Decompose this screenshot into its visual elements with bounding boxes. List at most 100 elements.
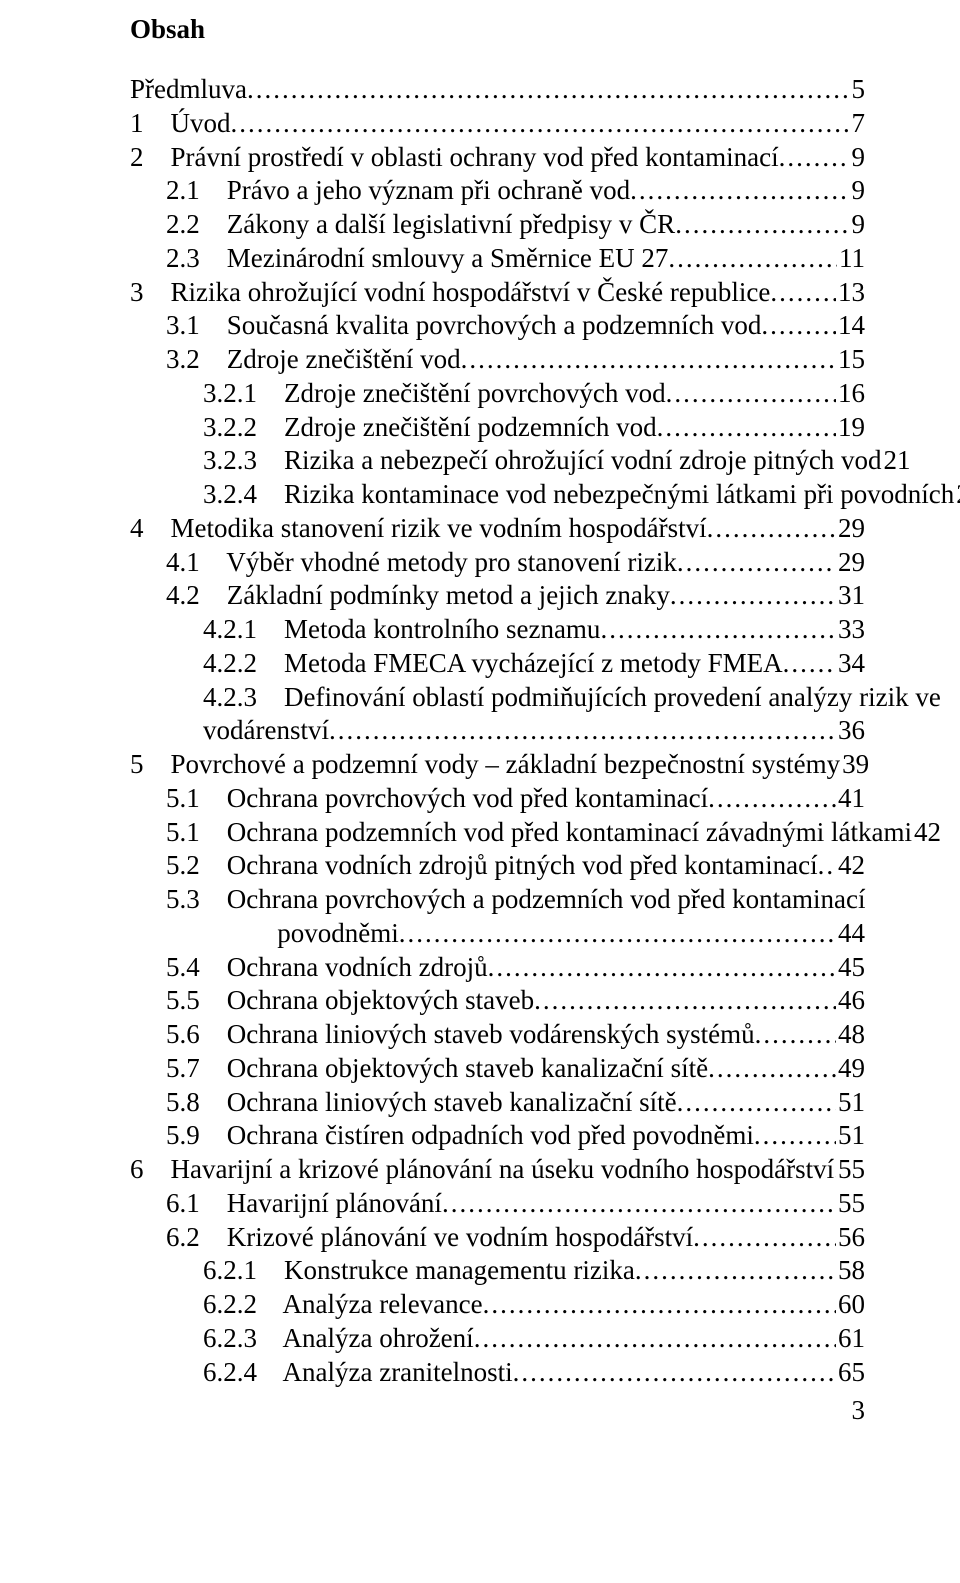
toc-entry: 3.2.1 Zdroje znečištění povrchových vod1… <box>130 377 865 411</box>
toc-leader-dots <box>247 73 850 107</box>
toc-entry-label: 2.2 Zákony a další legislativní předpisy… <box>166 208 675 242</box>
toc-entry-label: povodněmi <box>203 917 399 951</box>
toc-entry: 2 Právní prostředí v oblasti ochrany vod… <box>130 141 865 175</box>
toc-entry-label: 4.2.1 Metoda kontrolního seznamu <box>203 613 600 647</box>
toc-entry: 4.2.2 Metoda FMECA vycházející z metody … <box>130 647 865 681</box>
toc-entry-page: 48 <box>836 1018 865 1052</box>
toc-entry-page: 55 <box>836 1153 865 1187</box>
document-page: Obsah Předmluva51 Úvod 7 2 Právní prostřed… <box>0 0 960 1466</box>
toc-entry-label: 6.2.2 Analýza relevance <box>203 1288 483 1322</box>
toc-leader-dots <box>474 1322 836 1356</box>
toc-entry-label: 2.3 Mezinárodní smlouvy a Směrnice EU 27 <box>166 242 668 276</box>
toc-leader-dots <box>534 984 836 1018</box>
toc-entry-page: 36 <box>836 714 865 748</box>
toc-entry: 3 Rizika ohrožující vodní hospodářství v… <box>130 276 865 310</box>
toc-heading: Obsah <box>130 14 865 45</box>
toc-leader-dots <box>329 714 836 748</box>
toc-entry: 3.2.2 Zdroje znečištění podzemních vod19 <box>130 411 865 445</box>
toc-entry-page: 14 <box>836 309 865 343</box>
toc-entry-label: 3.2 Zdroje znečištění vod <box>166 343 461 377</box>
toc-leader-dots <box>513 1356 836 1390</box>
toc-entry-label: 5.7 Ochrana objektových staveb kanalizač… <box>166 1052 708 1086</box>
toc-leader-dots <box>770 276 836 310</box>
toc-entry: 5.8 Ochrana liniových staveb kanalizační… <box>130 1086 865 1120</box>
toc-entry: 6.2.2 Analýza relevance 60 <box>130 1288 865 1322</box>
toc-entry-page: 41 <box>836 782 865 816</box>
toc-entry-label: 6.2 Krizové plánování ve vodním hospodář… <box>166 1221 693 1255</box>
toc-entry: Předmluva5 <box>130 73 865 107</box>
toc-entry-label: 2.1 Právo a jeho význam při ochraně vod <box>166 174 630 208</box>
toc-entry: 5.7 Ochrana objektových staveb kanalizač… <box>130 1052 865 1086</box>
toc-entry-label: 6.1 Havarijní plánování <box>166 1187 442 1221</box>
toc-entry-label: 3.2.4 Rizika kontaminace vod nebezpečným… <box>203 478 954 512</box>
toc-entry-label: 3 Rizika ohrožující vodní hospodářství v… <box>130 276 770 310</box>
toc-entry-label: 4 Metodika stanovení rizik ve vodním hos… <box>130 512 707 546</box>
toc-entry-label: 4.2.3 Definování oblastí podmiňujících p… <box>203 681 941 715</box>
toc-entry-label: 2 Právní prostředí v oblasti ochrany vod… <box>130 141 779 175</box>
toc-entry-page: 29 <box>836 546 865 580</box>
toc-entry-label: vodárenství <box>203 714 329 748</box>
toc-entry: 4.1 Výběr vhodné metody pro stanovení ri… <box>130 546 865 580</box>
toc-entry-page: 55 <box>836 1187 865 1221</box>
toc-entry: 3.2.3 Rizika a nebezpečí ohrožující vodn… <box>130 444 865 478</box>
toc-entry: 3.1 Současná kvalita povrchových a podze… <box>130 309 865 343</box>
toc-leader-dots <box>488 951 836 985</box>
toc-entry-label: 3.2.2 Zdroje znečištění podzemních vod <box>203 411 657 445</box>
toc-entry-page: 31 <box>836 579 865 613</box>
toc-leader-dots <box>693 1221 836 1255</box>
toc-leader-dots <box>708 782 836 816</box>
toc-entry: 5 Povrchové a podzemní vody – základní b… <box>130 748 865 782</box>
toc-entry-page: 51 <box>836 1119 865 1153</box>
toc-entry-label: 5.5 Ochrana objektových staveb <box>166 984 534 1018</box>
toc-entry-label: 5 Povrchové a podzemní vody – základní b… <box>130 748 840 782</box>
toc-entry: 6.2 Krizové plánování ve vodním hospodář… <box>130 1221 865 1255</box>
toc-leader-dots <box>657 411 836 445</box>
toc-entry-page: 49 <box>836 1052 865 1086</box>
toc-entry: 4.2.1 Metoda kontrolního seznamu 33 <box>130 613 865 647</box>
toc-leader-dots <box>399 917 836 951</box>
toc-entry-page: 58 <box>836 1254 865 1288</box>
toc-entry-label: 1 Úvod <box>130 107 231 141</box>
toc-leader-dots <box>675 208 849 242</box>
toc-entry: 3.2 Zdroje znečištění vod15 <box>130 343 865 377</box>
toc-entry: 5.2 Ochrana vodních zdrojů pitných vod p… <box>130 849 865 883</box>
toc-entry: 2.2 Zákony a další legislativní předpisy… <box>130 208 865 242</box>
toc-entry-page: 60 <box>836 1288 865 1322</box>
toc-entry-page: 7 <box>850 107 866 141</box>
toc-entry: 4.2.3 Definování oblastí podmiňujících p… <box>130 681 865 715</box>
toc-entry-page: 16 <box>836 377 865 411</box>
toc-entry-label: Předmluva <box>130 73 247 107</box>
toc-entry-page: 42 <box>836 849 865 883</box>
toc-entry-page: 45 <box>836 951 865 985</box>
toc-entry: 3.2.4 Rizika kontaminace vod nebezpečným… <box>130 478 865 512</box>
toc-entry-label: 4.1 Výběr vhodné metody pro stanovení ri… <box>166 546 677 580</box>
toc-entry-label: 5.2 Ochrana vodních zdrojů pitných vod p… <box>166 849 818 883</box>
toc-leader-dots <box>668 242 837 276</box>
toc-entry-page: 13 <box>836 276 865 310</box>
toc-entry: 6.2.1 Konstrukce managementu rizika58 <box>130 1254 865 1288</box>
toc-entry-label: 3.1 Současná kvalita povrchových a podze… <box>166 309 761 343</box>
toc-entry-label: 5.6 Ochrana liniových staveb vodárenskýc… <box>166 1018 755 1052</box>
toc-leader-dots <box>761 309 836 343</box>
toc-leader-dots <box>670 579 836 613</box>
toc-entry: 6.1 Havarijní plánování 55 <box>130 1187 865 1221</box>
toc-leader-dots <box>755 1018 836 1052</box>
toc-entry: 5.6 Ochrana liniových staveb vodárenskýc… <box>130 1018 865 1052</box>
toc-leader-dots <box>630 174 849 208</box>
toc-entry-label: 5.9 Ochrana čistíren odpadních vod před … <box>166 1119 754 1153</box>
toc-leader-dots <box>461 343 836 377</box>
toc-entry: 5.4 Ochrana vodních zdrojů45 <box>130 951 865 985</box>
toc-leader-dots <box>783 647 836 681</box>
toc-entry: 5.3 Ochrana povrchových a podzemních vod… <box>130 883 865 917</box>
toc-entry-label: 3.2.3 Rizika a nebezpečí ohrožující vodn… <box>203 444 882 478</box>
toc-entry-page: 22 <box>954 478 960 512</box>
toc-entry-page: 65 <box>836 1356 865 1390</box>
toc-leader-dots <box>677 546 836 580</box>
toc-entry: 4.2 Základní podmínky metod a jejich zna… <box>130 579 865 613</box>
toc-entry: 5.1 Ochrana podzemních vod před kontamin… <box>130 816 865 850</box>
toc-entry: 4 Metodika stanovení rizik ve vodním hos… <box>130 512 865 546</box>
toc-entry-page: 11 <box>837 242 865 276</box>
toc-leader-dots <box>754 1119 836 1153</box>
toc-entry-label: 5.8 Ochrana liniových staveb kanalizační… <box>166 1086 677 1120</box>
toc-entry-page: 33 <box>836 613 865 647</box>
